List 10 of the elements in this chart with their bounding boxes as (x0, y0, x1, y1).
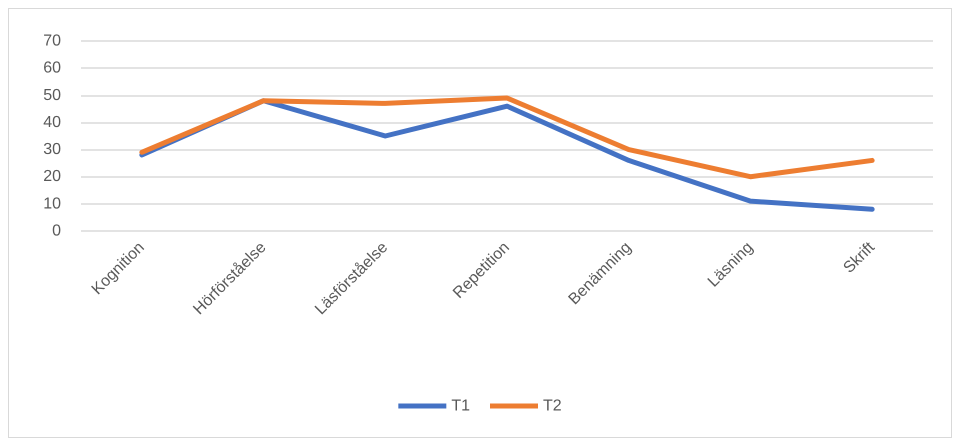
y-tick-label: 0 (52, 222, 62, 240)
y-tick-label: 20 (43, 168, 62, 186)
y-tick-label: 30 (43, 141, 62, 158)
y-tick-label: 60 (43, 60, 62, 77)
y-tick-label: 70 (43, 32, 62, 50)
y-tick-label: 40 (43, 114, 62, 131)
legend-label: T1 (451, 398, 470, 414)
legend-label: T2 (543, 398, 562, 414)
y-tick-label: 10 (43, 195, 62, 212)
y-tick-label: 50 (43, 86, 62, 104)
